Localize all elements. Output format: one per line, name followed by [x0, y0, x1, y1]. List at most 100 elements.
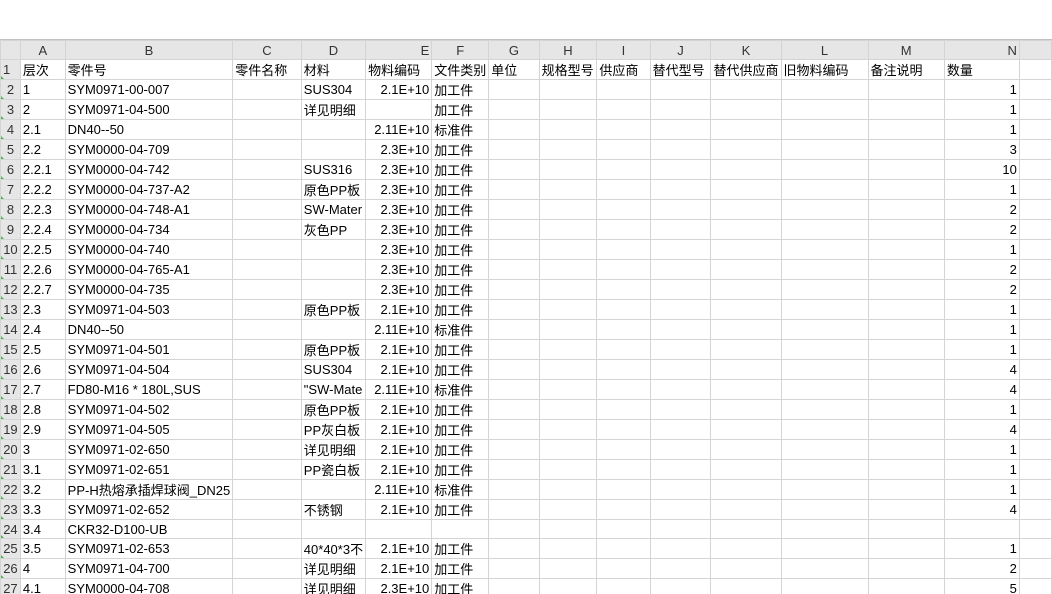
- cell-M-17[interactable]: [868, 380, 944, 400]
- row-header[interactable]: 20: [1, 440, 21, 460]
- cell-I-18[interactable]: [597, 400, 650, 420]
- cell-M-14[interactable]: [868, 320, 944, 340]
- cell-K-3[interactable]: [711, 100, 781, 120]
- row-header[interactable]: 5: [1, 140, 21, 160]
- cell-J-7[interactable]: [650, 180, 711, 200]
- cell-L-19[interactable]: [781, 420, 868, 440]
- cell-A-4[interactable]: 2.1: [20, 120, 65, 140]
- cell-C-9[interactable]: [233, 220, 302, 240]
- cell-F-16[interactable]: 加工件: [432, 360, 489, 380]
- cell-D-21[interactable]: PP瓷白板: [301, 460, 365, 480]
- cell-L-27[interactable]: [781, 579, 868, 594]
- column-header-K[interactable]: K: [711, 41, 781, 60]
- cell-H-20[interactable]: [539, 440, 597, 460]
- cell-F-9[interactable]: 加工件: [432, 220, 489, 240]
- cell-E-15[interactable]: 2.1E+10: [366, 340, 432, 360]
- cell-B-25[interactable]: SYM0971-02-653: [65, 539, 233, 559]
- cell-F-13[interactable]: 加工件: [432, 300, 489, 320]
- cell-B-2[interactable]: SYM0971-00-007: [65, 80, 233, 100]
- column-header-C[interactable]: C: [233, 41, 302, 60]
- cell-K-9[interactable]: [711, 220, 781, 240]
- cell-E-12[interactable]: 2.3E+10: [366, 280, 432, 300]
- cell-E-18[interactable]: 2.1E+10: [366, 400, 432, 420]
- cell-N-3[interactable]: 1: [944, 100, 1019, 120]
- cell-C-6[interactable]: [233, 160, 302, 180]
- cell-M-5[interactable]: [868, 140, 944, 160]
- row-header[interactable]: 1: [1, 60, 21, 80]
- cell-I-12[interactable]: [597, 280, 650, 300]
- cell-J-12[interactable]: [650, 280, 711, 300]
- cell-G-25[interactable]: [489, 539, 539, 559]
- cell-D-18[interactable]: 原色PP板: [301, 400, 365, 420]
- cell-I-26[interactable]: [597, 559, 650, 579]
- cell-N-27[interactable]: 5: [944, 579, 1019, 594]
- cell-J-25[interactable]: [650, 539, 711, 559]
- cell-C-2[interactable]: [233, 80, 302, 100]
- row-header[interactable]: 9: [1, 220, 21, 240]
- cell-C-13[interactable]: [233, 300, 302, 320]
- column-header-N[interactable]: N: [944, 41, 1019, 60]
- cell-M-21[interactable]: [868, 460, 944, 480]
- cell-C-23[interactable]: [233, 500, 302, 520]
- cell-G-9[interactable]: [489, 220, 539, 240]
- cell-I-13[interactable]: [597, 300, 650, 320]
- cell-I-15[interactable]: [597, 340, 650, 360]
- cell-J-16[interactable]: [650, 360, 711, 380]
- cell-C-3[interactable]: [233, 100, 302, 120]
- column-header-L[interactable]: L: [781, 41, 868, 60]
- cell-M-3[interactable]: [868, 100, 944, 120]
- cell-N-21[interactable]: 1: [944, 460, 1019, 480]
- cell-extra[interactable]: [1019, 400, 1051, 420]
- cell-L-23[interactable]: [781, 500, 868, 520]
- cell-A-2[interactable]: 1: [20, 80, 65, 100]
- cell-G-7[interactable]: [489, 180, 539, 200]
- cell-D-3[interactable]: 详见明细: [301, 100, 365, 120]
- cell-A-20[interactable]: 3: [20, 440, 65, 460]
- cell-A-6[interactable]: 2.2.1: [20, 160, 65, 180]
- cell-E-26[interactable]: 2.1E+10: [366, 559, 432, 579]
- cell-J-5[interactable]: [650, 140, 711, 160]
- cell-H-19[interactable]: [539, 420, 597, 440]
- row-header[interactable]: 22: [1, 480, 21, 500]
- cell-B-26[interactable]: SYM0971-04-700: [65, 559, 233, 579]
- cell-F-18[interactable]: 加工件: [432, 400, 489, 420]
- cell-F-21[interactable]: 加工件: [432, 460, 489, 480]
- cell-C-11[interactable]: [233, 260, 302, 280]
- cell-N-20[interactable]: 1: [944, 440, 1019, 460]
- cell-J-15[interactable]: [650, 340, 711, 360]
- cell-K-17[interactable]: [711, 380, 781, 400]
- cell-D-22[interactable]: [301, 480, 365, 500]
- cell-D-5[interactable]: [301, 140, 365, 160]
- cell-A-15[interactable]: 2.5: [20, 340, 65, 360]
- cell-extra[interactable]: [1019, 260, 1051, 280]
- cell-F-4[interactable]: 标准件: [432, 120, 489, 140]
- cell-L-7[interactable]: [781, 180, 868, 200]
- cell-A-3[interactable]: 2: [20, 100, 65, 120]
- cell-M-19[interactable]: [868, 420, 944, 440]
- cell-K-16[interactable]: [711, 360, 781, 380]
- cell-I-10[interactable]: [597, 240, 650, 260]
- cell-G-14[interactable]: [489, 320, 539, 340]
- cell-D-24[interactable]: [301, 520, 365, 539]
- row-header[interactable]: 17: [1, 380, 21, 400]
- cell-B-11[interactable]: SYM0000-04-765-A1: [65, 260, 233, 280]
- cell-I-24[interactable]: [597, 520, 650, 539]
- cell-A-19[interactable]: 2.9: [20, 420, 65, 440]
- cell-B-4[interactable]: DN40--50: [65, 120, 233, 140]
- cell-J-23[interactable]: [650, 500, 711, 520]
- cell-extra[interactable]: [1019, 579, 1051, 594]
- cell-extra[interactable]: [1019, 220, 1051, 240]
- cell-N-22[interactable]: 1: [944, 480, 1019, 500]
- cell-L-8[interactable]: [781, 200, 868, 220]
- cell-A-9[interactable]: 2.2.4: [20, 220, 65, 240]
- cell-H-16[interactable]: [539, 360, 597, 380]
- cell-F-8[interactable]: 加工件: [432, 200, 489, 220]
- cell-E-23[interactable]: 2.1E+10: [366, 500, 432, 520]
- cell-K-6[interactable]: [711, 160, 781, 180]
- cell-L-12[interactable]: [781, 280, 868, 300]
- cell-F-3[interactable]: 加工件: [432, 100, 489, 120]
- cell-L-14[interactable]: [781, 320, 868, 340]
- cell-E-20[interactable]: 2.1E+10: [366, 440, 432, 460]
- formula-bar[interactable]: [0, 0, 1052, 40]
- cell-B-12[interactable]: SYM0000-04-735: [65, 280, 233, 300]
